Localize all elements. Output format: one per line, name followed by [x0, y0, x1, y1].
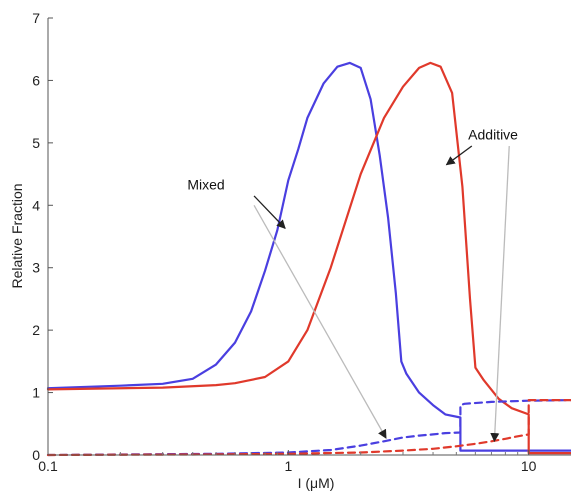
- series-line-1-solid: [46, 61, 571, 455]
- annotation-label-mixed: Mixed: [187, 177, 224, 193]
- x-tick-label: 0.1: [38, 458, 58, 474]
- y-tick-label: 1: [32, 385, 40, 401]
- annotation-arrow-mixed: [253, 195, 286, 230]
- annotation-arrow-mixed: [253, 204, 387, 439]
- y-tick-label: 3: [32, 260, 40, 276]
- annotation-label-additive: Additive: [468, 127, 518, 143]
- y-tick-label: 5: [32, 135, 40, 151]
- annotation-arrow-additive: [490, 145, 510, 443]
- y-tick-label: 0: [32, 447, 40, 463]
- y-axis-label: Relative Fraction: [9, 183, 25, 288]
- annotation-layer: Mixed Additive: [187, 127, 518, 443]
- axis-layer: [47, 18, 571, 456]
- y-tick-label: 6: [32, 72, 40, 88]
- x-axis-label: I (μM): [298, 475, 335, 491]
- series-line-3-dashed: [46, 399, 571, 457]
- annotation-arrow-additive: [445, 145, 473, 166]
- series-line-2-dashed: [46, 399, 571, 457]
- y-tick-label: 7: [32, 10, 40, 26]
- x-tick-label: 10: [521, 458, 537, 474]
- y-tick-label: 4: [32, 197, 40, 213]
- series-layer: [46, 61, 571, 457]
- tick-layer: 0 1 2 3 4 5 6 7 0.1 1 10: [32, 10, 536, 474]
- y-tick-label: 2: [32, 322, 40, 338]
- series-line-0-solid: [46, 61, 571, 452]
- x-tick-label: 1: [284, 458, 292, 474]
